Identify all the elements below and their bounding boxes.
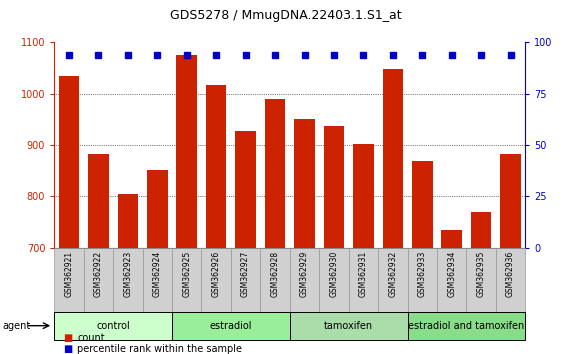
Text: GSM362925: GSM362925: [182, 251, 191, 297]
Bar: [202, 248, 231, 312]
Bar: [500, 154, 521, 248]
Text: ■: ■: [63, 344, 72, 354]
Text: tamoxifen: tamoxifen: [324, 321, 373, 331]
Bar: [294, 120, 315, 248]
Text: GSM362931: GSM362931: [359, 251, 368, 297]
Bar: [231, 248, 260, 312]
Text: GDS5278 / MmugDNA.22403.1.S1_at: GDS5278 / MmugDNA.22403.1.S1_at: [170, 9, 401, 22]
Text: GSM362934: GSM362934: [447, 251, 456, 297]
Bar: [467, 248, 496, 312]
Bar: [378, 248, 408, 312]
Bar: [54, 248, 84, 312]
Text: GSM362928: GSM362928: [271, 251, 280, 297]
Bar: [88, 154, 108, 248]
Text: GSM362936: GSM362936: [506, 251, 515, 297]
Bar: [235, 131, 256, 248]
Bar: [353, 144, 373, 248]
Bar: [118, 194, 138, 248]
Bar: [412, 161, 433, 248]
Bar: [290, 312, 408, 340]
Bar: [496, 248, 525, 312]
Text: GSM362930: GSM362930: [329, 251, 339, 297]
Bar: [441, 230, 462, 248]
Bar: [408, 312, 525, 340]
Bar: [176, 55, 197, 248]
Text: GSM362932: GSM362932: [388, 251, 397, 297]
Bar: [172, 248, 202, 312]
Text: GSM362921: GSM362921: [65, 251, 74, 297]
Text: GSM362924: GSM362924: [153, 251, 162, 297]
Text: agent: agent: [3, 321, 31, 331]
Text: GSM362922: GSM362922: [94, 251, 103, 297]
Text: GSM362929: GSM362929: [300, 251, 309, 297]
Text: count: count: [77, 333, 104, 343]
Text: GSM362935: GSM362935: [477, 251, 486, 297]
Text: estradiol and tamoxifen: estradiol and tamoxifen: [408, 321, 525, 331]
Text: GSM362923: GSM362923: [123, 251, 132, 297]
Bar: [290, 248, 319, 312]
Text: GSM362933: GSM362933: [418, 251, 427, 297]
Bar: [471, 212, 492, 248]
Bar: [84, 248, 113, 312]
Text: estradiol: estradiol: [210, 321, 252, 331]
Text: GSM362927: GSM362927: [241, 251, 250, 297]
Bar: [349, 248, 378, 312]
Bar: [113, 248, 143, 312]
Bar: [143, 248, 172, 312]
Text: percentile rank within the sample: percentile rank within the sample: [77, 344, 242, 354]
Bar: [324, 126, 344, 248]
Bar: [265, 99, 286, 248]
Text: control: control: [96, 321, 130, 331]
Bar: [54, 312, 172, 340]
Bar: [59, 76, 79, 248]
Text: ■: ■: [63, 333, 72, 343]
Bar: [260, 248, 289, 312]
Bar: [408, 248, 437, 312]
Bar: [147, 170, 168, 248]
Bar: [437, 248, 467, 312]
Bar: [206, 85, 227, 248]
Text: GSM362926: GSM362926: [212, 251, 220, 297]
Bar: [172, 312, 290, 340]
Bar: [383, 69, 403, 248]
Bar: [319, 248, 349, 312]
